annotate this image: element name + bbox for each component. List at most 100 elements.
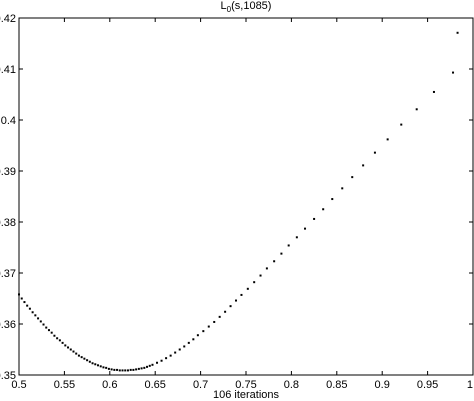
y-tick-label: 0.36 [0, 319, 16, 331]
data-point [83, 357, 86, 360]
data-point [67, 346, 70, 349]
data-point [160, 359, 163, 362]
data-point [373, 151, 376, 154]
data-point [207, 325, 210, 328]
data-point [213, 320, 216, 323]
data-point [265, 267, 268, 270]
data-point [178, 348, 181, 351]
data-point [31, 311, 34, 314]
data-point [113, 368, 116, 371]
data-point [313, 217, 316, 220]
data-point [351, 176, 354, 179]
data-point [107, 367, 110, 370]
data-point [169, 354, 172, 357]
data-point [132, 368, 135, 371]
x-tick-label: 0.5 [11, 379, 26, 391]
plot-area-frame [18, 17, 474, 376]
data-point [42, 323, 45, 326]
data-point [400, 123, 403, 126]
x-tick-label: 0.65 [144, 379, 165, 391]
data-point [295, 236, 298, 239]
data-point [56, 337, 59, 340]
chart-title: L0(s,1085) [221, 0, 272, 14]
data-point [148, 364, 151, 367]
data-point [135, 368, 138, 371]
data-point [26, 304, 29, 307]
data-point [137, 367, 140, 370]
data-point [124, 369, 127, 372]
data-point [362, 164, 365, 167]
data-point [110, 368, 113, 371]
data-point [156, 361, 159, 364]
y-tick-label: 0.39 [0, 166, 16, 178]
data-point [146, 365, 149, 368]
data-point [304, 227, 307, 230]
x-tick-label: 0.8 [284, 379, 299, 391]
x-tick-label: 0.85 [326, 379, 347, 391]
svg-text:L0(s,1085): L0(s,1085) [221, 0, 272, 14]
data-point [386, 138, 389, 141]
data-point [151, 363, 154, 366]
data-point [37, 317, 40, 320]
data-point [102, 366, 105, 369]
data-point [77, 354, 80, 357]
x-tick-label: 0.95 [417, 379, 438, 391]
data-point [229, 305, 232, 308]
data-point [126, 369, 129, 372]
y-tick-label: 0.42 [0, 13, 16, 25]
data-point [415, 108, 418, 111]
data-point [187, 341, 190, 344]
data-point [18, 293, 20, 296]
data-point [91, 362, 94, 365]
chart-title-main: L [221, 0, 227, 12]
y-tick-label: 0.35 [0, 370, 16, 382]
data-point [259, 274, 262, 277]
data-point [174, 351, 177, 354]
data-point [80, 356, 83, 359]
data-point [246, 287, 249, 290]
data-point [75, 352, 78, 355]
x-axis-label: 106 iterations [213, 389, 280, 401]
data-point [116, 368, 119, 371]
data-point [273, 260, 276, 263]
data-point [118, 369, 121, 372]
data-point [50, 331, 53, 334]
data-point [96, 364, 99, 367]
data-point [34, 314, 37, 317]
data-point [64, 344, 67, 347]
data-points [18, 31, 459, 372]
data-point [183, 345, 186, 348]
data-point [39, 320, 42, 323]
x-tick-label: 0.75 [235, 379, 256, 391]
y-tick-label: 0.41 [0, 64, 16, 76]
x-tick-label: 0.9 [375, 379, 390, 391]
x-tick-label: 0.6 [102, 379, 117, 391]
data-point [240, 293, 243, 296]
data-point [165, 357, 168, 360]
x-tick-label: 0.55 [54, 379, 75, 391]
data-point [452, 71, 455, 74]
y-tick-label: 0.38 [0, 217, 16, 229]
data-point [53, 334, 56, 337]
data-point [253, 281, 256, 284]
data-point [99, 365, 102, 368]
data-point [45, 326, 48, 329]
data-point [121, 369, 124, 372]
data-point [86, 359, 89, 362]
data-point [196, 334, 199, 337]
data-point [432, 90, 435, 93]
data-point [28, 307, 31, 310]
data-point [58, 339, 61, 342]
data-point [23, 301, 26, 304]
data-point [280, 252, 283, 255]
data-point [202, 330, 205, 333]
chart-title-rest: (s,1085) [231, 0, 271, 12]
data-point [20, 297, 23, 300]
y-axis-ticks: 0.35 0.36 0.37 0.38 0.39 0.4 0.41 0.42 [0, 13, 473, 382]
data-point [140, 367, 143, 370]
chart-title-subscript: 0 [227, 5, 232, 14]
data-point [456, 31, 459, 34]
data-point [69, 348, 72, 351]
x-tick-label: 0.7 [193, 379, 208, 391]
